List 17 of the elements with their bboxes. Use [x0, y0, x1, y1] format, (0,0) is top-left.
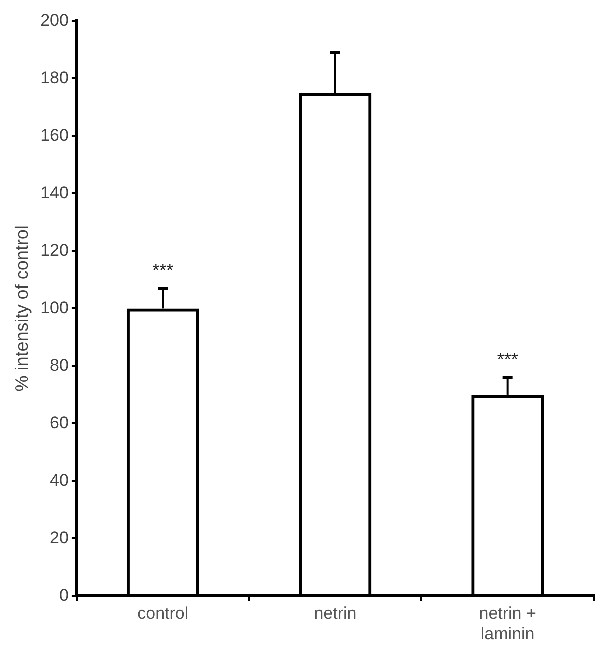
annotation: ***: [497, 350, 518, 370]
y-tick-label: 160: [40, 126, 69, 145]
y-tick-label: 60: [50, 413, 69, 432]
y-tick-label: 80: [50, 356, 69, 375]
y-tick-label: 20: [50, 528, 69, 548]
y-tick-label: 180: [40, 68, 69, 88]
y-tick-label: 140: [40, 183, 69, 202]
annotation: ***: [152, 260, 174, 281]
y-axis-title: % intensity of control: [12, 226, 32, 392]
y-tick-label: 0: [59, 586, 69, 605]
x-tick-label: control: [138, 604, 189, 624]
y-tick-label: 120: [40, 240, 69, 260]
x-tick-label: netrin: [314, 604, 357, 624]
y-tick-label: 200: [40, 10, 69, 30]
y-tick-label: 40: [50, 470, 69, 490]
y-tick-label: 100: [40, 298, 69, 318]
x-tick-label: netrin + laminin: [479, 604, 536, 644]
